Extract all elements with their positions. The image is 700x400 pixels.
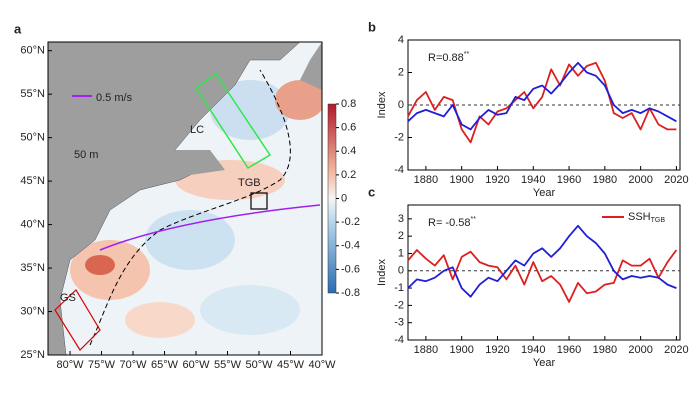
x-tick-label: 1940 bbox=[521, 344, 545, 356]
x-tick-label: 80°W bbox=[57, 359, 85, 371]
colorbar bbox=[327, 103, 337, 294]
colorbar-tick-label: -0.4 bbox=[341, 240, 360, 252]
colorbar-tick-label: 0.4 bbox=[341, 145, 356, 157]
x-tick-label: 50°W bbox=[245, 359, 273, 371]
panel-label: b bbox=[368, 19, 376, 34]
x-axis-title: Year bbox=[533, 357, 556, 369]
y-tick-label: 50°N bbox=[20, 132, 45, 144]
y-tick-label: 40°N bbox=[20, 218, 45, 230]
x-tick-label: 65°W bbox=[151, 359, 179, 371]
annotation-text: R= -0.58 bbox=[428, 217, 471, 229]
panel-label: c bbox=[368, 184, 375, 199]
series-line bbox=[407, 224, 677, 298]
y-tick-label: 45°N bbox=[20, 175, 45, 187]
colorbar-tick-label: 0.8 bbox=[341, 98, 356, 110]
y-tick-label: 0 bbox=[398, 99, 404, 111]
x-tick-label: 1900 bbox=[449, 344, 473, 356]
map-annotation: 50 m bbox=[74, 149, 98, 161]
x-tick-label: 55°W bbox=[214, 359, 242, 371]
colorbar-tick-label: 0 bbox=[341, 192, 347, 204]
colorbar-tick-label: 0.6 bbox=[341, 122, 356, 134]
y-tick-label: -4 bbox=[394, 164, 404, 176]
x-tick-label: 1960 bbox=[557, 174, 581, 186]
y-tick-label: 30°N bbox=[20, 305, 45, 317]
y-tick-label: -4 bbox=[394, 334, 404, 346]
map-body bbox=[48, 42, 322, 355]
x-tick-label: 1960 bbox=[557, 344, 581, 356]
y-tick-label: 0 bbox=[398, 265, 404, 277]
y-tick-label: 35°N bbox=[20, 262, 45, 274]
x-tick-label: 1980 bbox=[593, 344, 617, 356]
y-tick-label: 2 bbox=[398, 230, 404, 242]
y-tick-label: 4 bbox=[398, 34, 404, 46]
x-tick-label: 45°W bbox=[277, 359, 305, 371]
annotation: R= -0.58** bbox=[428, 216, 476, 229]
annotation: R=0.88** bbox=[428, 51, 470, 64]
legend-name: SSH bbox=[628, 211, 651, 223]
x-tick-label: 2020 bbox=[664, 344, 688, 356]
x-axis-title: Year bbox=[533, 187, 556, 199]
y-tick-label: -2 bbox=[394, 131, 404, 143]
colorbar-tick-label: -0.6 bbox=[341, 263, 360, 275]
y-tick-label: -2 bbox=[394, 299, 404, 311]
plot-frame bbox=[407, 204, 681, 341]
y-axis-title: Index bbox=[376, 91, 388, 118]
legend-label: SSHTGB bbox=[628, 211, 665, 224]
y-tick-label: 2 bbox=[398, 66, 404, 78]
y-tick-label: 1 bbox=[398, 247, 404, 259]
map-annotation: 0.5 m/s bbox=[96, 92, 133, 104]
x-tick-label: 60°W bbox=[183, 359, 211, 371]
x-tick-label: 1920 bbox=[485, 174, 509, 186]
x-tick-label: 2000 bbox=[628, 174, 652, 186]
panel-label: a bbox=[14, 21, 22, 36]
y-tick-label: -1 bbox=[394, 282, 404, 294]
x-tick-label: 2000 bbox=[628, 344, 652, 356]
series-line bbox=[407, 61, 677, 144]
series-line bbox=[407, 61, 677, 131]
x-tick-label: 1920 bbox=[485, 344, 509, 356]
map-annotation: TGB bbox=[238, 177, 261, 189]
y-tick-label: 25°N bbox=[20, 349, 45, 361]
x-tick-label: 1880 bbox=[414, 174, 438, 186]
x-tick-label: 1880 bbox=[414, 344, 438, 356]
colorbar-tick-label: -0.2 bbox=[341, 216, 360, 228]
annotation-sup: ** bbox=[464, 51, 470, 58]
colorbar-tick-label: -0.8 bbox=[341, 287, 360, 299]
annotation-sup: ** bbox=[471, 216, 477, 223]
x-tick-label: 70°W bbox=[120, 359, 148, 371]
x-tick-label: 2020 bbox=[664, 174, 688, 186]
y-tick-label: 3 bbox=[398, 213, 404, 225]
map-frame bbox=[47, 41, 323, 356]
x-tick-label: 1940 bbox=[521, 174, 545, 186]
colorbar-tick-label: 0.2 bbox=[341, 169, 356, 181]
series-line bbox=[407, 249, 678, 303]
y-tick-label: 60°N bbox=[20, 45, 45, 57]
x-tick-label: 1900 bbox=[449, 174, 473, 186]
y-tick-label: 55°N bbox=[20, 88, 45, 100]
x-tick-label: 75°W bbox=[88, 359, 116, 371]
map-annotation: GS bbox=[60, 292, 76, 304]
y-tick-label: -3 bbox=[394, 317, 404, 329]
y-axis-title: Index bbox=[376, 259, 388, 286]
legend-subscript: TGB bbox=[651, 217, 666, 224]
map-annotation: LC bbox=[190, 124, 204, 136]
x-tick-label: 40°W bbox=[308, 359, 336, 371]
x-tick-label: 1980 bbox=[593, 174, 617, 186]
annotation-text: R=0.88 bbox=[428, 52, 464, 64]
